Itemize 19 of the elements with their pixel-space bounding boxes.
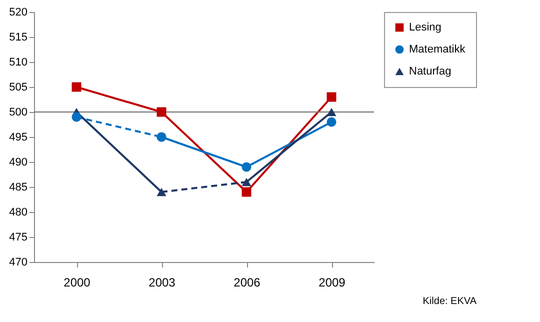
y-tick-label: 505 bbox=[9, 82, 28, 94]
y-tick-label: 515 bbox=[9, 32, 28, 44]
y-tick-label: 520 bbox=[9, 6, 28, 18]
legend-label: Matematikk bbox=[409, 44, 466, 56]
y-tick-label: 500 bbox=[9, 106, 28, 118]
y-tick-label: 475 bbox=[9, 232, 28, 244]
y-tick-label: 470 bbox=[9, 256, 28, 268]
y-tick-label: 490 bbox=[9, 156, 28, 168]
x-tick-label: 2009 bbox=[318, 276, 346, 290]
x-tick-label: 2006 bbox=[234, 276, 261, 290]
x-tick-label: 2003 bbox=[148, 276, 176, 290]
x-tick-label: 2000 bbox=[64, 276, 91, 290]
y-tick-label: 510 bbox=[9, 56, 28, 68]
y-tick-label: 480 bbox=[9, 206, 28, 218]
legend-label: Lesing bbox=[409, 22, 442, 34]
y-tick-label: 485 bbox=[9, 182, 28, 194]
y-tick-label: 495 bbox=[9, 132, 28, 144]
text: Kilde: EKVA bbox=[422, 296, 477, 307]
legend-label: Naturfag bbox=[409, 66, 452, 78]
